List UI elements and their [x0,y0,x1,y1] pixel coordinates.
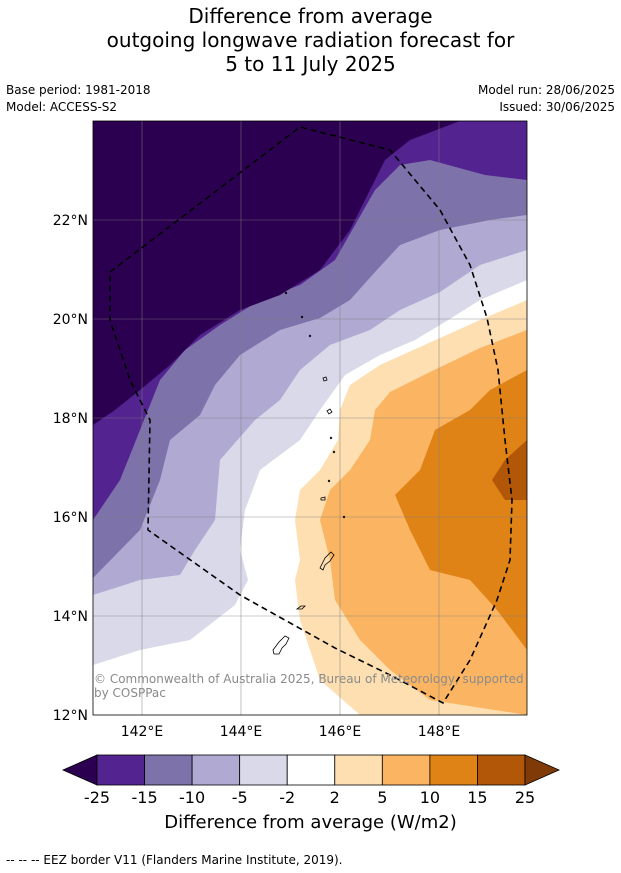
anomaly-field [93,121,527,715]
colorbar-segment [144,754,193,786]
lon-tick-146: 146°E [319,724,362,740]
band-10-15 [395,370,527,650]
lat-tick-14: 14°N [53,609,88,625]
band-below-neg25 [93,121,460,425]
colorbar-tick-label: -15 [131,788,157,807]
map-title: Difference from average outgoing longwav… [0,4,621,76]
lat-tick-16: 16°N [53,510,88,526]
colorbar-tick-label: 25 [515,788,535,807]
meta-right: Model run: 28/06/2025 Issued: 30/06/2025 [478,82,615,116]
copyright-credit: © Commonwealth of Australia 2025, Bureau… [94,672,524,700]
colorbar-tick-label: -2 [279,788,295,807]
colorbar-tick-label: 15 [467,788,487,807]
map-frame [92,120,528,716]
lat-ticks: 22°N 20°N 18°N 16°N 14°N 12°N [53,213,88,724]
colorbar-tick-label: -10 [179,788,205,807]
title-line-1: Difference from average [188,4,433,28]
lat-tick-12: 12°N [53,708,88,724]
colorbar-segment [191,754,241,786]
lon-tick-144: 144°E [220,724,263,740]
colorbar-extend-high [524,754,560,786]
lon-tick-142: 142°E [121,724,164,740]
colorbar-tick-label: -25 [84,788,110,807]
colorbar-tick-label: 5 [377,788,387,807]
colorbar-segment [381,754,431,786]
title-line-3: 5 to 11 July 2025 [225,52,396,76]
band-15-25 [492,440,527,500]
meta-left: Base period: 1981-2018 Model: ACCESS-S2 [6,82,151,116]
issued-date: Issued: 30/06/2025 [499,100,615,114]
lon-tick-148: 148°E [418,724,461,740]
colorbar-tick-label: 10 [420,788,440,807]
model-name: Model: ACCESS-S2 [6,100,118,114]
colorbar-segment [286,754,336,786]
colorbar-segment [239,754,288,786]
colorbar-ticks: -25 -15 -10 -5 -2 2 5 10 15 25 [84,788,535,807]
colorbar-segment [429,754,478,786]
grid-lines [93,121,527,715]
eez-footnote: -- -- -- EEZ border V11 (Flanders Marine… [6,853,343,867]
eez-border [109,126,513,705]
colorbar-tick-label: -5 [232,788,248,807]
colorbar [62,754,560,786]
colorbar-tick-label: 2 [330,788,340,807]
islands [272,291,346,655]
model-run: Model run: 28/06/2025 [477,83,615,97]
lat-tick-18: 18°N [53,411,88,427]
colorbar-segment [334,754,383,786]
colorbar-extend-low [62,754,98,786]
lat-tick-22: 22°N [53,213,88,229]
colorbar-segment [96,754,145,786]
base-period: Base period: 1981-2018 [6,83,151,97]
lat-tick-20: 20°N [53,312,88,328]
title-line-2: outgoing longwave radiation forecast for [106,28,515,52]
colorbar-label: Difference from average (W/m2) [164,812,457,833]
colorbar-segment [477,754,526,786]
lon-ticks: 142°E 144°E 146°E 148°E [121,724,461,740]
